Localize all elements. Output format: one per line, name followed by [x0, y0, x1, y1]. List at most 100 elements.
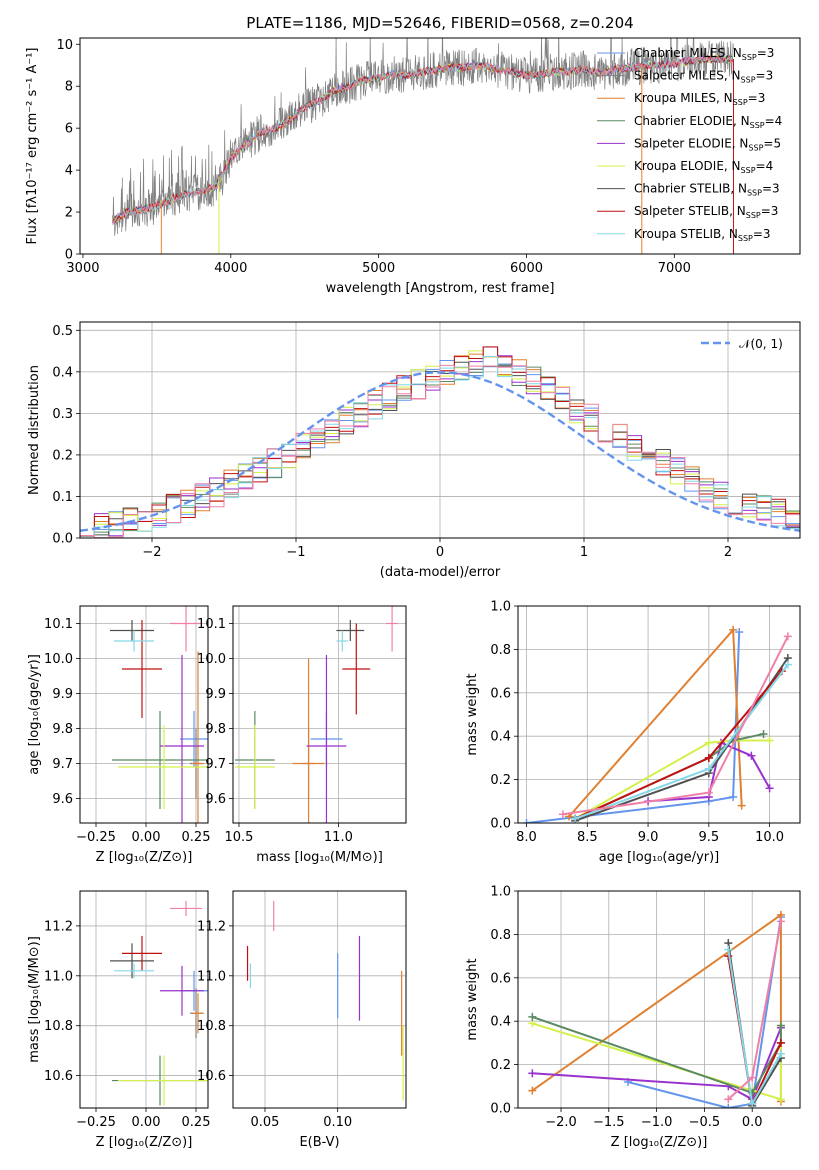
y-tick-label: 9.8: [52, 722, 73, 737]
y-tick-label: 6: [65, 122, 73, 137]
data-point: [292, 658, 325, 823]
legend-label-name: Salpeter MILES, N: [634, 69, 741, 83]
series-line: [574, 739, 770, 820]
y-tick-label: 9.9: [52, 687, 73, 702]
series-line: [627, 916, 782, 1108]
legend-label: Kroupa MILES, NSSP=3: [634, 91, 765, 107]
legend-label-name: Salpeter STELIB, N: [634, 204, 746, 218]
y-axis-label: mass weight: [465, 958, 480, 1040]
errorbar-group: [246, 900, 404, 1101]
x-tick-label: −0.5: [689, 1115, 721, 1130]
legend-label-subscript: SSP: [741, 166, 756, 175]
legend-label-subscript: SSP: [746, 211, 761, 220]
x-tick-label: 5000: [362, 261, 395, 276]
y-axis-label: Flux [fλ10⁻¹⁷ erg cm⁻² s⁻¹ A⁻¹]: [25, 48, 40, 245]
series-marker: [528, 1012, 537, 1021]
data-point: [342, 623, 371, 715]
data-point: [160, 965, 204, 1016]
x-tick-label: 0.00: [132, 1115, 161, 1130]
series-line: [526, 631, 741, 823]
data-point: [114, 963, 154, 979]
age-vs-metallicity-panel: −0.25 0.00 0.25 9.6 9.7 9.8 9.9 10.0 10.1 Z [log₁…: [27, 605, 210, 865]
series-marker: [724, 1095, 733, 1104]
weight-vs-metallicity-panel: −2.0 −1.5 −1.0 −0.5 0.0 0.0 0.2 0.4 0.6 0.8 1.0 Z […: [465, 885, 801, 1150]
x-tick-label: −1: [286, 545, 305, 560]
y-tick-label: 9.7: [205, 757, 226, 772]
y-tick-label: 0.1: [52, 490, 73, 505]
y-tick-label: 0.4: [490, 730, 511, 745]
errorbar-group: [234, 606, 399, 823]
x-tick-label: 0: [436, 545, 444, 560]
x-tick-label: 4000: [214, 261, 247, 276]
legend-label-count: =3: [756, 69, 774, 83]
data-point: [336, 630, 349, 652]
y-tick-label: 1.0: [490, 600, 511, 615]
data-point: [192, 651, 204, 823]
spectrum-line: [112, 55, 733, 224]
y-tick-label: 0.2: [52, 448, 73, 463]
errorbar-group: [110, 606, 208, 823]
y-tick-label: 9.9: [205, 687, 226, 702]
y-tick-label: 0: [65, 248, 73, 263]
normal-reference-curve: [80, 371, 800, 532]
legend-label-subscript: SSP: [750, 121, 765, 130]
plot-frame: [232, 890, 407, 1109]
x-tick-label: 2: [724, 545, 732, 560]
y-tick-label: 10: [56, 38, 73, 53]
series-marker: [558, 810, 567, 819]
series-marker: [776, 1021, 785, 1030]
data-point: [160, 655, 204, 823]
data-point: [234, 725, 275, 809]
legend-label-count: =3: [761, 204, 779, 218]
mass-vs-metallicity-panel: −0.25 0.00 0.25 10.6 10.8 11.0 11.2 Z [log₁₀(Z/…: [27, 890, 210, 1150]
legend-label-name: Salpeter ELODIE, N: [634, 136, 748, 150]
plot-frame: [79, 321, 801, 539]
x-tick-label: −2: [142, 545, 161, 560]
x-tick-label: 3000: [66, 261, 99, 276]
plot-frame: [232, 605, 407, 824]
data-point: [112, 711, 208, 809]
data-point: [122, 935, 162, 971]
legend-label: Salpeter ELODIE, NSSP=5: [634, 136, 781, 152]
plot-frame: [79, 890, 209, 1109]
legend-label: Salpeter STELIB, NSSP=3: [634, 204, 778, 220]
x-tick-label: 0.05: [251, 1115, 280, 1130]
data-point: [336, 620, 365, 641]
series-marker: [522, 819, 531, 823]
x-axis-label: (data-model)/error: [380, 565, 501, 580]
spectrum-lines: [112, 38, 734, 254]
series-marker: [724, 1104, 733, 1108]
series-marker: [735, 628, 744, 637]
legend-label-count: =4: [765, 114, 783, 128]
y-tick-label: 0.6: [490, 686, 511, 701]
series-line: [532, 1022, 782, 1101]
x-tick-label: 0.00: [132, 830, 161, 845]
y-tick-label: 10.1: [44, 617, 73, 632]
legend-label-name: Chabrier MILES, N: [634, 46, 742, 60]
x-axis-label: mass [log₁₀(M/M⊙)]: [256, 850, 383, 865]
legend-label-count: =3: [757, 46, 775, 60]
series-marker: [737, 801, 746, 810]
x-axis-label: wavelength [Angstrom, rest frame]: [326, 281, 555, 296]
x-tick-label: 1: [580, 545, 588, 560]
weight-vs-age-panel: 8.0 8.5 9.0 9.5 10.0 0.0 0.2 0.4 0.6 0.8 1.0 age [l…: [465, 600, 801, 865]
y-tick-label: 10.6: [44, 1069, 73, 1084]
y-tick-label: 1.0: [490, 885, 511, 900]
legend-label-count: =3: [753, 227, 771, 241]
legend-label-name: Kroupa MILES, N: [634, 91, 733, 105]
data-point: [118, 725, 208, 809]
y-tick-label: 11.2: [197, 919, 226, 934]
data-point: [192, 993, 204, 1034]
legend-label: Kroupa ELODIE, NSSP=4: [634, 159, 773, 175]
series-marker: [747, 751, 756, 760]
series-line: [531, 1015, 782, 1095]
series-marker: [765, 784, 774, 793]
y-tick-label: 0.4: [52, 365, 73, 380]
series-marker: [759, 730, 768, 739]
series-marker: [748, 1073, 757, 1082]
legend-label: Salpeter MILES, NSSP=3: [634, 69, 773, 85]
series-group: [528, 910, 785, 1108]
series-marker: [776, 1038, 785, 1047]
series-marker: [783, 660, 792, 669]
